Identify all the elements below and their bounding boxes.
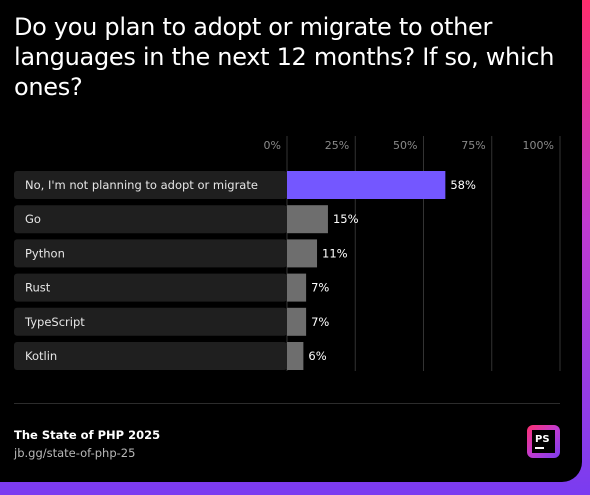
bar-value-label: 7% [311, 281, 329, 295]
footer-divider [14, 403, 560, 404]
category-label: Kotlin [25, 349, 57, 363]
chart-title: Do you plan to adopt or migrate to other… [14, 13, 555, 101]
x-tick-label: 0% [264, 139, 281, 152]
bar-value-label: 7% [311, 315, 329, 329]
bar-row: Go 15% [14, 205, 359, 234]
bar [287, 273, 307, 302]
bar [287, 239, 318, 268]
bar [287, 342, 304, 370]
x-tick-label: 50% [393, 139, 417, 152]
bar-value-label: 58% [450, 178, 476, 192]
category-label-background [14, 273, 287, 302]
bar-row: TypeScript 7% [14, 307, 329, 336]
bar-row: Kotlin 6% [14, 342, 327, 370]
category-label: Python [25, 246, 65, 260]
category-label: TypeScript [24, 315, 85, 329]
bar-value-label: 11% [322, 246, 348, 260]
phpstorm-logo-icon: PS [527, 425, 560, 458]
bar [287, 205, 328, 234]
logo-text: PS [535, 434, 550, 445]
category-label-background [14, 205, 287, 234]
bar-value-label: 6% [308, 349, 326, 363]
bar [287, 307, 307, 336]
x-tick-label: 25% [325, 139, 349, 152]
category-label: Go [25, 212, 41, 226]
bar-value-label: 15% [333, 212, 359, 226]
bar-row: No, I'm not planning to adopt or migrate… [14, 171, 476, 199]
source-link[interactable]: jb.gg/state-of-php-25 [14, 446, 136, 460]
category-label-background [14, 171, 287, 199]
category-label: No, I'm not planning to adopt or migrate [25, 178, 258, 192]
chart-card: Do you plan to adopt or migrate to other… [0, 0, 582, 482]
bar-chart: 0% 25% 50% 75% 100% No, I'm not planning to … [14, 136, 561, 371]
category-label: Rust [25, 281, 51, 295]
x-tick-label: 75% [461, 139, 485, 152]
x-tick-label: 100% [523, 139, 554, 152]
bar [287, 171, 446, 199]
category-label-background [14, 239, 287, 268]
category-label-background [14, 342, 287, 370]
bar-row: Rust 7% [14, 273, 329, 302]
bar-row: Python 11% [14, 239, 348, 268]
category-label-background [14, 307, 287, 336]
source-title: The State of PHP 2025 [14, 428, 161, 442]
